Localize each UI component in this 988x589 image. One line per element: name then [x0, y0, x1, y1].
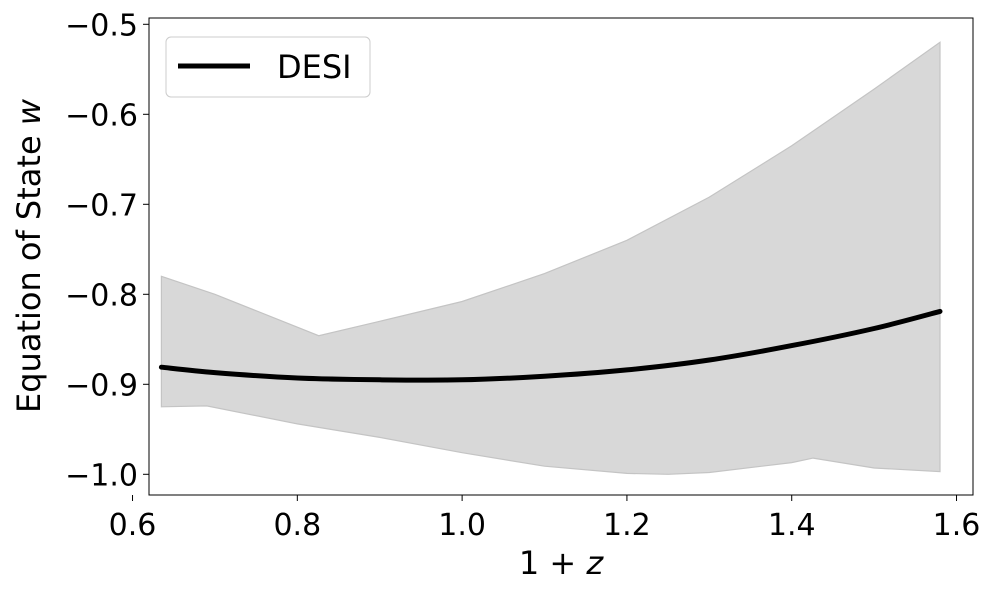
x-ticks: 0.6 0.8 1.0 1.2 1.4 1.6	[109, 495, 981, 543]
series-line-desi	[158, 308, 943, 383]
y-tick-label: −0.7	[65, 188, 138, 223]
band-layer	[160, 41, 941, 475]
legend-label-desi: DESI	[277, 48, 352, 86]
series-layer	[158, 308, 943, 383]
x-tick-label: 1.6	[933, 508, 981, 543]
y-tick-label: −0.8	[65, 278, 138, 313]
y-ticks: −1.0 −0.9 −0.8 −0.7 −0.6 −0.5	[65, 8, 149, 493]
y-axis-label: Equation of State w	[10, 98, 48, 413]
y-tick-label: −0.9	[65, 368, 138, 403]
legend-box	[165, 36, 371, 98]
x-tick-label: 0.6	[109, 508, 157, 543]
legend: DESI	[165, 36, 371, 98]
uncertainty-band	[160, 41, 941, 475]
y-tick-label: −1.0	[65, 458, 138, 493]
x-axis-label: 1 + z	[519, 544, 605, 582]
x-tick-label: 0.8	[273, 508, 321, 543]
y-tick-label: −0.5	[65, 8, 138, 43]
x-tick-label: 1.4	[768, 508, 816, 543]
plot-frame	[148, 17, 974, 496]
x-tick-label: 1.2	[603, 508, 651, 543]
y-tick-label: −0.6	[65, 98, 138, 133]
x-tick-label: 1.0	[438, 508, 486, 543]
